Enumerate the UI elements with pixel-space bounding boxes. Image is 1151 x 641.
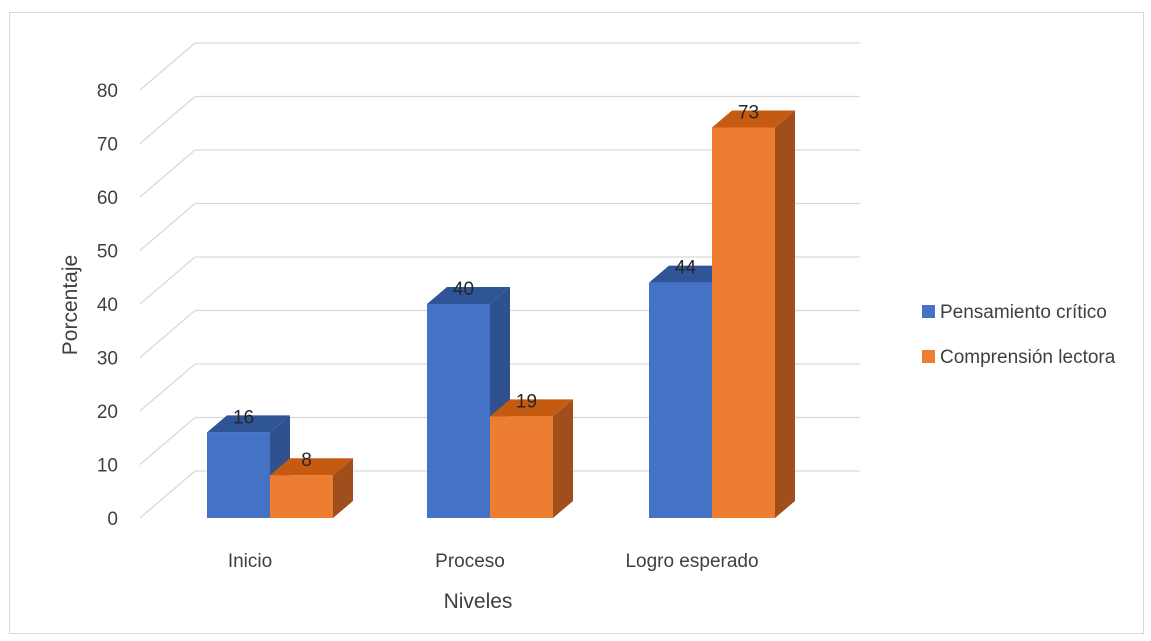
bar-1-0 xyxy=(270,475,333,518)
x-tick-label: Logro esperado xyxy=(625,551,758,572)
bar-0-0 xyxy=(207,432,270,518)
x-tick-label: Inicio xyxy=(228,551,272,572)
legend-label: Pensamiento crítico xyxy=(940,302,1107,323)
bar-top-face xyxy=(490,399,573,417)
bar-top-face xyxy=(270,458,353,476)
y-tick-label: 60 xyxy=(97,188,118,209)
bar-side-face xyxy=(775,110,795,518)
data-label: 44 xyxy=(675,258,697,279)
gridline-diagonal xyxy=(139,363,196,412)
data-label: 19 xyxy=(516,391,537,412)
bar-side-face xyxy=(553,399,573,518)
data-label: 73 xyxy=(738,102,759,123)
data-label: 16 xyxy=(233,407,254,428)
gridline-diagonal xyxy=(139,256,196,305)
x-tick-label: Proceso xyxy=(435,551,505,572)
bar-0-2 xyxy=(649,282,712,518)
x-axis-title: Niveles xyxy=(444,590,513,613)
data-label: 8 xyxy=(301,450,312,471)
y-tick-label: 30 xyxy=(97,349,118,370)
y-tick-label: 40 xyxy=(97,295,118,316)
y-tick-label: 10 xyxy=(97,456,118,477)
gridline-diagonal xyxy=(139,310,196,358)
y-tick-label: 80 xyxy=(97,81,118,102)
legend-swatch xyxy=(922,350,935,363)
bar-top-face xyxy=(649,265,732,283)
bar-1-2 xyxy=(712,127,775,518)
data-label: 40 xyxy=(453,279,474,300)
legend-swatch xyxy=(922,305,935,318)
bar-1-1 xyxy=(490,416,553,518)
bar-side-face xyxy=(333,458,353,518)
gridline-diagonal xyxy=(139,42,196,91)
gridline-diagonal xyxy=(139,203,196,251)
bar-top-face xyxy=(427,287,510,304)
gridline-diagonal xyxy=(139,149,196,198)
bar-top-face xyxy=(207,415,290,433)
chart-frame xyxy=(9,12,1144,634)
legend-label: Comprensión lectora xyxy=(940,347,1116,368)
y-tick-label: 50 xyxy=(97,242,118,263)
gridline-diagonal xyxy=(139,417,196,465)
gridline-diagonal xyxy=(139,470,196,519)
y-tick-label: 70 xyxy=(97,135,118,156)
y-axis-title: Porcentaje xyxy=(59,255,82,355)
y-tick-label: 20 xyxy=(97,402,118,423)
bar-top-face xyxy=(712,110,795,128)
bar-0-1 xyxy=(427,304,490,518)
y-tick-label: 0 xyxy=(107,509,118,530)
gridline-diagonal xyxy=(139,96,196,144)
